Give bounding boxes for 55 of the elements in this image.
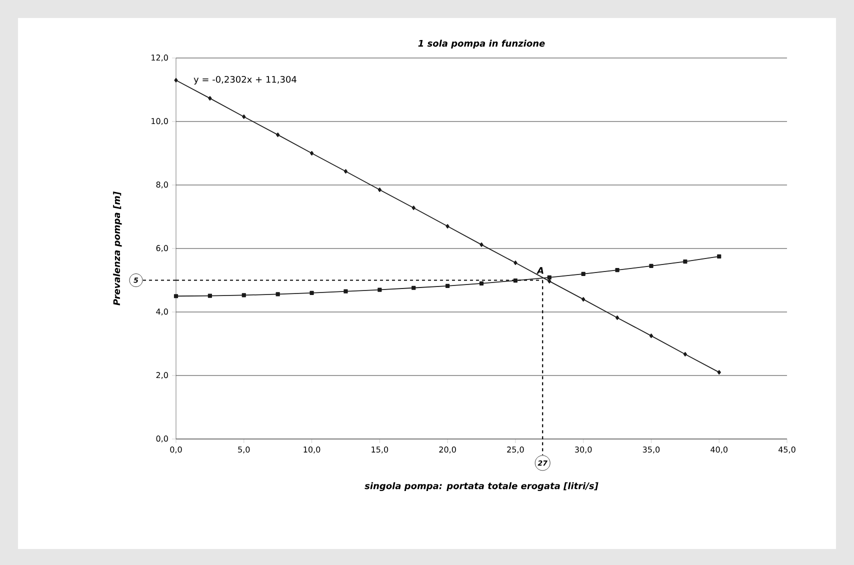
x-axis-title: singola pompa: portata totale erogata [litri/s] [364, 482, 598, 492]
point [446, 284, 450, 288]
point [683, 352, 687, 356]
point [412, 206, 416, 210]
point [615, 315, 620, 320]
y-tick-label: 10,0 [152, 118, 168, 125]
point [581, 272, 586, 276]
point [717, 254, 722, 258]
point [276, 132, 280, 138]
x-tick-label: 15,0 [372, 446, 388, 454]
point [649, 264, 654, 268]
point [649, 334, 654, 338]
point [446, 224, 450, 229]
x-tick-label: 35,0 [642, 446, 660, 454]
point [242, 114, 246, 119]
x-tick-label: 25,0 [507, 446, 524, 454]
point [547, 275, 552, 280]
y-tick-label: 4,0 [156, 308, 168, 316]
point [310, 151, 314, 156]
point [513, 278, 518, 283]
y-tick-label: 0,0 [156, 436, 168, 442]
point [412, 286, 416, 290]
point [480, 242, 484, 247]
point [344, 289, 348, 294]
y-tick-label: 6,0 [156, 245, 168, 252]
point [479, 281, 484, 286]
point [276, 292, 280, 296]
point [344, 169, 348, 174]
y-tick-label: 12,0 [152, 54, 168, 62]
point [174, 294, 178, 298]
y-tick-label: 2,0 [156, 372, 168, 379]
point [615, 268, 620, 272]
x-tick-label: 40,0 [710, 446, 728, 454]
point [717, 370, 721, 375]
x-tick-label: 10,0 [304, 446, 320, 454]
annotation: A [536, 267, 544, 274]
chart-title: 1 sola pompa in funzione [418, 40, 545, 48]
x-tick-label: 5,0 [238, 446, 250, 454]
point [378, 188, 382, 192]
point [208, 294, 212, 298]
annotation: y = -0,2302x + 11,304 [194, 76, 296, 84]
y-tick-label: 8,0 [156, 182, 168, 188]
x-tick-label: 20,0 [439, 446, 456, 454]
point [683, 259, 688, 264]
point [514, 260, 518, 266]
point [378, 288, 382, 292]
point [242, 293, 246, 298]
point [310, 290, 314, 295]
x-tick-label: 30,0 [575, 446, 592, 454]
point [208, 96, 212, 101]
point [582, 297, 586, 302]
y-axis-title: Prevalenza pompa [m] [113, 192, 122, 306]
x-tick-label: 45,0 [778, 446, 796, 454]
x-tick-label: 0,0 [170, 446, 182, 454]
point [174, 78, 178, 82]
